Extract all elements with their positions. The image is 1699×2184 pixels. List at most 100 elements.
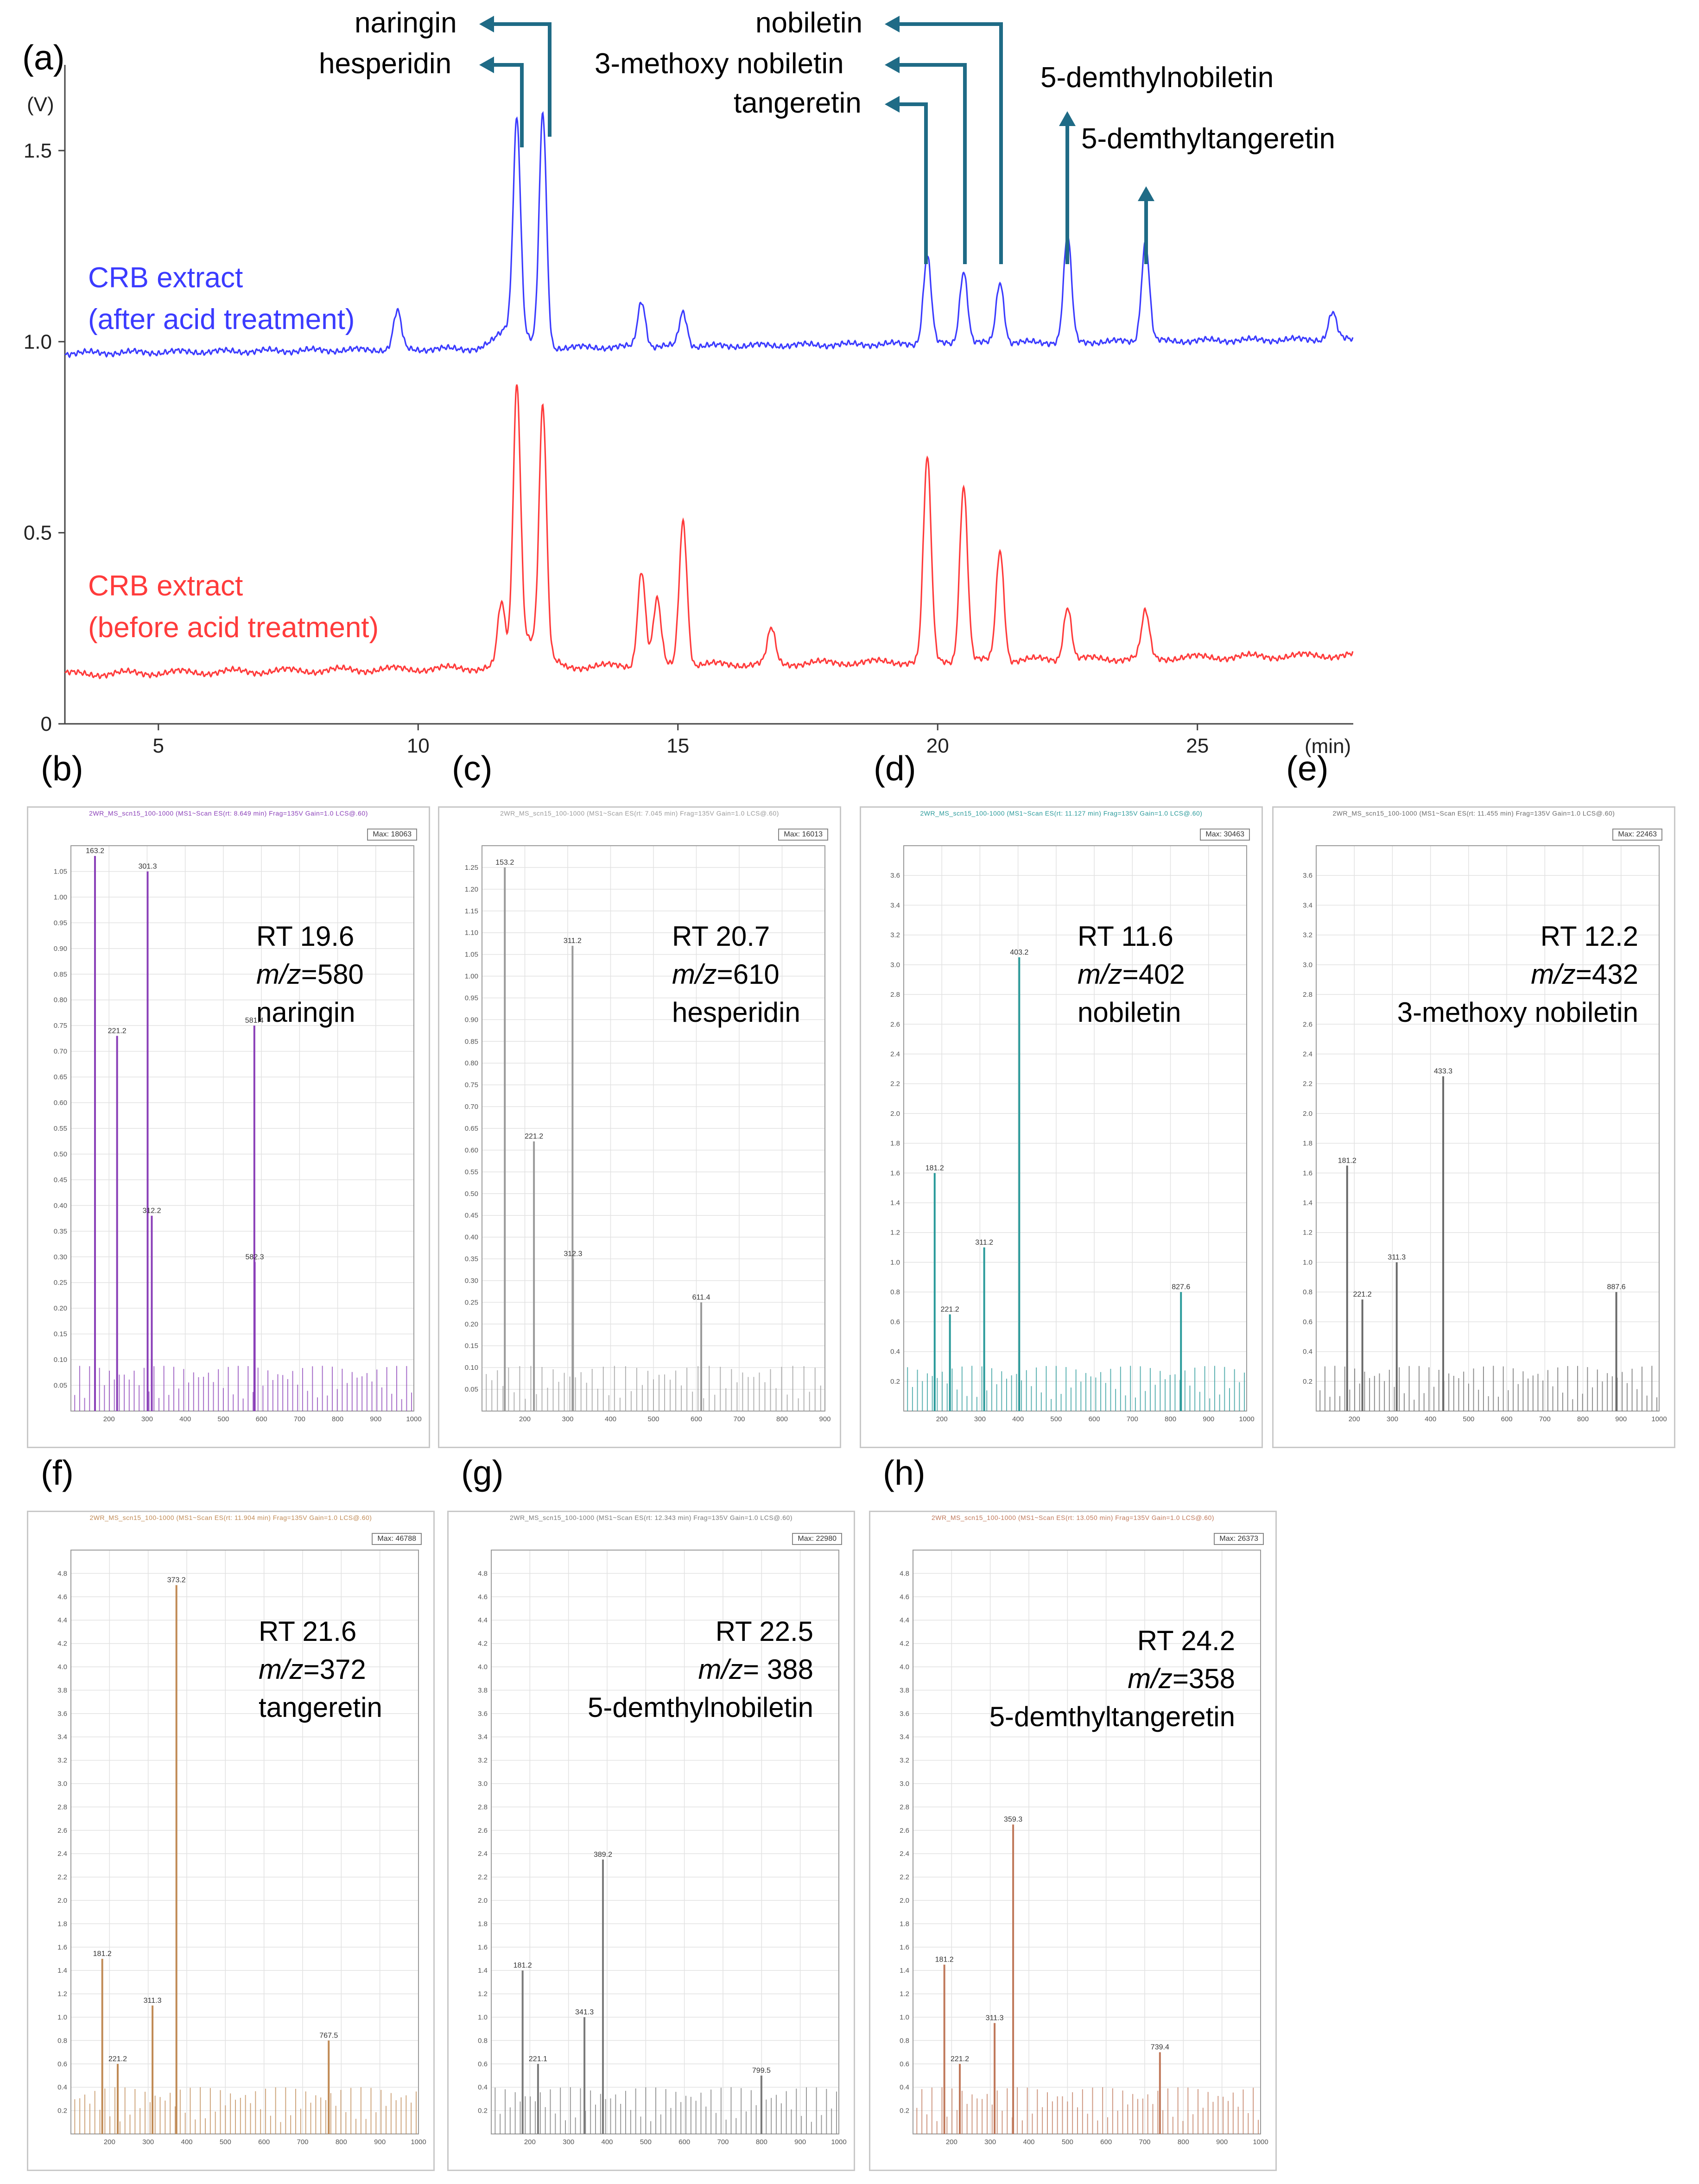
spectrum-x-tick: 900 [794,2138,806,2146]
chromatogram-traces [64,111,1354,679]
spectrum-x-tick: 400 [1425,1415,1436,1423]
spectrum-y-tick: 0.35 [54,1228,67,1235]
spectrum-plot-border [913,1550,1261,2134]
spectrum-header: 2WR_MS_scn15_100-1000 (MS1~Scan ES(rt: 1… [860,806,1263,820]
spectrum-x-tick: 300 [562,1415,573,1423]
spectrum-y-tick: 0.45 [465,1212,478,1220]
spectrum-y-tick: 3.4 [890,901,900,909]
mass-spectrum-panel: 2WR_MS_scn15_100-1000 (MS1~Scan ES(rt: 1… [447,1511,855,2171]
mz-prefix: m/z [259,1654,304,1685]
spectrum-y-tick: 1.0 [1303,1259,1312,1266]
spectrum-y-tick: 2.6 [57,1827,67,1835]
spectrum-plot: 1.25 1.20 1.15 1.10 1.05 1.00 0.95 0.90 0.85 0.80… [465,845,831,1423]
mass-spectrum-panel: 2WR_MS_scn15_100-1000 (MS1~Scan ES(rt: 7… [438,806,841,1448]
spectrum-y-tick: 2.2 [900,1874,909,1881]
spectrum-plot-border [903,845,1247,1412]
spectrum-y-tick: 1.05 [54,867,67,875]
spectrum-y-tick: 4.4 [478,1616,488,1624]
spectrum-y-tick: 0.20 [465,1320,478,1328]
spectrum-header: 2WR_MS_scn15_100-1000 (MS1~Scan ES(rt: 1… [447,1511,855,1525]
mass-spectrum-panel: 2WR_MS_scn15_100-1000 (MS1~Scan ES(rt: 1… [860,806,1263,1448]
ion-peak-label: 221.1 [529,2055,547,2063]
x-tick-label: 20 [926,734,949,757]
spectrum-x-tick: 500 [1050,1415,1062,1423]
trace-after-acid [64,111,1354,359]
mz-prefix: m/z [672,959,717,990]
spectrum-y-tick: 1.4 [478,1967,488,1975]
x-tick-label: 10 [407,734,430,757]
spectrum-x-tick: 600 [1089,1415,1100,1423]
retention-time-label: RT 19.6 [256,921,355,952]
spectrum-x-tick: 300 [984,2138,996,2146]
spectrum-x-tick: 900 [1615,1415,1627,1423]
spectrum-y-tick: 1.2 [57,1990,67,1998]
spectrum-y-tick: 2.4 [57,1850,67,1858]
mz-label: m/z=358 [989,1660,1235,1698]
spectrum-x-tick: 200 [524,2138,536,2146]
retention-time-label: RT 12.2 [1540,921,1638,952]
spectrum-y-tick: 1.2 [900,1990,909,1998]
mass-spectrum-panel: 2WR_MS_scn15_100-1000 (MS1~Scan ES(rt: 8… [27,806,430,1448]
spectrum-x-tick: 400 [1012,1415,1024,1423]
spectrum-y-tick: 0.40 [54,1202,67,1209]
spectrum-x-tick: 1000 [831,2138,846,2146]
spectrum-x-tick: 200 [104,2138,115,2146]
spectrum-y-tick: 4.6 [57,1593,67,1601]
spectrum-plot: 4.8 4.6 4.4 4.2 4.0 3.8 3.6 3.4 3.2 3.0 2.8 2.6 2.4 2… [57,1550,426,2146]
ion-peak-label: 433.3 [1434,1068,1452,1076]
ion-peak-label: 153.2 [495,859,514,867]
spectrum-y-tick: 1.8 [1303,1139,1312,1147]
spectrum-y-tick: 0.8 [478,2037,488,2045]
spectrum-y-tick: 3.2 [1303,931,1312,939]
spectrum-y-tick: 0.35 [465,1255,478,1263]
arrowhead-5-demthylnobiletin [1059,111,1076,126]
arrowhead-nobiletin [885,16,900,32]
spectrum-annotation: RT 20.7 m/z=610 hesperidin [672,918,800,1032]
ion-peak-label: 581.4 [245,1017,264,1025]
spectrum-y-tick: 1.25 [465,864,478,872]
spectrum-plot-border [70,1550,419,2134]
spectrum-header: 2WR_MS_scn15_100-1000 (MS1~Scan ES(rt: 1… [869,1511,1277,1525]
spectrum-y-tick: 1.4 [900,1967,909,1975]
ion-peak-label: 799.5 [752,2067,771,2075]
spectrum-x-tick: 300 [974,1415,986,1423]
spectrum-y-tick: 0.75 [54,1022,67,1030]
compound-name: nobiletin [1078,997,1181,1028]
compound-name: 3-methoxy nobiletin [1397,997,1638,1028]
arrow-naringin [491,22,552,137]
ion-peak-label: 311.2 [975,1239,993,1247]
spectrum-y-tick: 0.6 [890,1318,900,1326]
spectrum-y-tick: 1.0 [57,2013,67,2021]
ion-peak-label: 311.2 [564,937,582,945]
spectrum-y-tick: 0.55 [465,1168,478,1176]
spectrum-header-text: 2WR_MS_scn15_100-1000 (MS1~Scan ES(rt: 1… [509,1514,792,1521]
spectrum-y-tick: 0.4 [890,1348,900,1356]
spectrum-plot: 3.6 3.4 3.2 3.0 2.8 2.6 2.4 2.2 2.0 1.8 1.6 1.4 1.2 1… [890,845,1255,1423]
y-tick-label: 0.5 [24,522,52,544]
spectrum-y-tick: 2.6 [1303,1020,1312,1028]
spectrum-x-tick: 800 [1577,1415,1589,1423]
spectrum-y-tick: 3.4 [1303,901,1312,909]
spectrum-y-tick: 4.6 [900,1593,909,1601]
spectrum-y-tick: 0.40 [465,1234,478,1241]
spectrum-y-tick: 3.8 [900,1686,909,1694]
spectrum-x-tick: 700 [717,2138,729,2146]
ion-peak-label: 181.2 [1338,1157,1357,1165]
x-tick-label: 5 [153,734,164,757]
spectrum-y-tick: 1.6 [890,1169,900,1177]
mz-label: m/z=402 [1078,956,1185,994]
mz-prefix: m/z [1128,1663,1173,1694]
arrowhead-tangeretin [885,96,900,113]
spectrum-x-tick: 500 [217,1415,229,1423]
spectrum-x-tick: 1000 [411,2138,426,2146]
spectrum-x-tick: 500 [647,1415,659,1423]
spectrum-y-tick: 0.45 [54,1176,67,1184]
spectrum-y-tick: 0.2 [900,2107,909,2115]
retention-time-label: RT 22.5 [715,1616,813,1647]
spectrum-y-tick: 4.8 [57,1570,67,1577]
label-tangeretin: tangeretin [734,87,862,119]
spectrum-y-tick: 0.70 [54,1048,67,1056]
spectrum-x-tick: 700 [1539,1415,1551,1423]
spectrum-y-tick: 0.90 [54,945,67,953]
x-tick-label: 25 [1186,734,1209,757]
